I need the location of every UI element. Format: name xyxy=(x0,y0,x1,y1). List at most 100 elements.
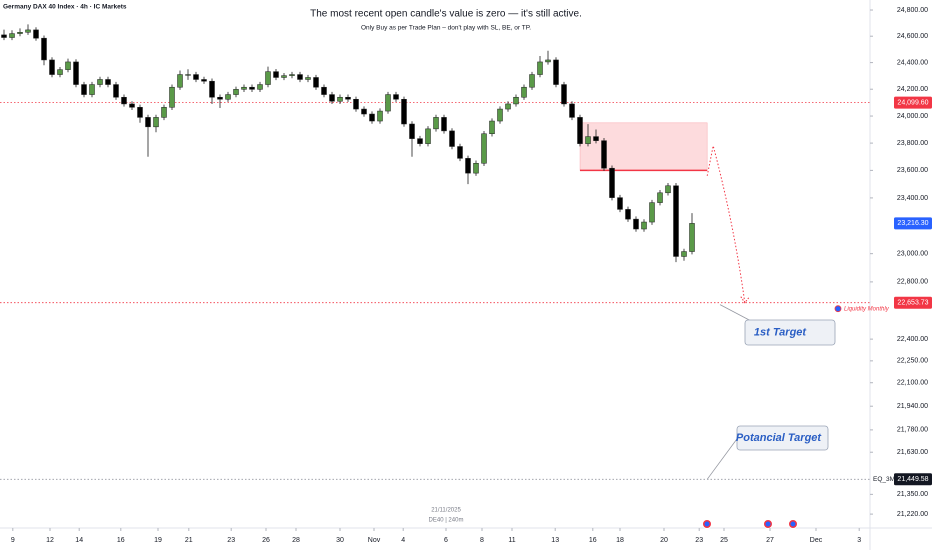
candle-body xyxy=(457,146,463,159)
candle-body xyxy=(633,218,639,230)
supply-zone xyxy=(579,122,708,171)
candle-body xyxy=(481,133,487,164)
x-tick-label: 23 xyxy=(227,537,235,544)
candle-body xyxy=(545,59,551,63)
y-tick-label: 23,800.00 xyxy=(897,140,928,147)
candle-body xyxy=(169,86,175,108)
x-tick-label: 30 xyxy=(336,537,344,544)
candle-body xyxy=(585,136,591,144)
candle-body xyxy=(177,74,183,88)
candle-body xyxy=(329,94,335,102)
candle-body xyxy=(1,34,7,38)
price-label: 24,099.60 xyxy=(897,99,928,106)
candle-body xyxy=(57,69,63,75)
event-icons xyxy=(702,519,798,529)
candle-body xyxy=(521,86,527,98)
x-tick-label: 21 xyxy=(185,537,193,544)
y-tick-label: 23,000.00 xyxy=(897,250,928,257)
x-tick-label: 14 xyxy=(75,537,83,544)
y-tick-label: 24,200.00 xyxy=(897,86,928,93)
candle-body xyxy=(337,96,343,102)
y-tick-label: 21,350.00 xyxy=(897,491,928,498)
x-tick-label: 12 xyxy=(46,537,54,544)
candle-body xyxy=(153,117,159,128)
candle-body xyxy=(681,251,687,257)
price-label: 22,653.73 xyxy=(897,300,928,307)
candle-body xyxy=(601,140,607,169)
x-tick-label: 8 xyxy=(480,537,484,544)
candle-body xyxy=(225,94,231,100)
candle-body xyxy=(353,98,359,110)
candle-body xyxy=(497,108,503,122)
price-label-box xyxy=(894,96,932,109)
price-label: 23,216.30 xyxy=(897,220,928,227)
callout-text: Potancial Target xyxy=(736,432,823,444)
candle-body xyxy=(473,163,479,174)
candle-body xyxy=(49,59,55,75)
y-tick-label: 22,400.00 xyxy=(897,336,928,343)
candle-body xyxy=(553,59,559,85)
y-tick-label: 21,780.00 xyxy=(897,427,928,434)
y-tick-label: 24,000.00 xyxy=(897,113,928,120)
x-tick-label: Nov xyxy=(368,537,381,544)
symbol-label: DE40 | 240m xyxy=(429,518,464,524)
candle-body xyxy=(513,96,519,105)
callout-box xyxy=(744,319,836,346)
candle-body xyxy=(625,209,631,220)
candle-body xyxy=(105,79,111,85)
date-label: 21/11/2025 xyxy=(431,508,461,514)
callout-box xyxy=(736,425,829,451)
candle-body xyxy=(449,130,455,147)
event-icon-core xyxy=(704,521,710,527)
candle-body xyxy=(313,77,319,88)
event-icon-core xyxy=(790,521,796,527)
chart-subtitle: Only Buy as per Trade Plan – don't play … xyxy=(361,25,531,32)
candle-body xyxy=(65,61,71,70)
chart-title: The most recent open candle's value is z… xyxy=(310,9,582,20)
candle-body xyxy=(409,123,415,139)
candle-body xyxy=(81,84,87,95)
candle-body xyxy=(193,74,199,80)
x-tick-label: 27 xyxy=(766,537,774,544)
price-label-box xyxy=(894,217,932,230)
x-tick-label: 9 xyxy=(11,537,15,544)
candle-body xyxy=(529,74,535,88)
x-tick-label: 6 xyxy=(444,537,448,544)
y-tick-label: 21,630.00 xyxy=(897,449,928,456)
candle-body xyxy=(273,71,279,78)
candle-body xyxy=(145,117,151,128)
candle-body xyxy=(137,107,143,118)
candle-body xyxy=(297,74,303,80)
candle-body xyxy=(561,84,567,105)
candle-body xyxy=(89,84,95,95)
liquidity-label: Liquidity Monthly xyxy=(844,306,890,312)
candle-body xyxy=(385,94,391,112)
y-tick-label: 24,400.00 xyxy=(897,59,928,66)
liquidity-icon xyxy=(834,305,842,313)
x-tick-label: 19 xyxy=(154,537,162,544)
x-tick-label: 26 xyxy=(262,537,270,544)
candle-body xyxy=(233,89,239,95)
y-tick-label: 23,400.00 xyxy=(897,195,928,202)
candle-body xyxy=(161,107,167,118)
candle-body xyxy=(289,74,295,76)
candle-body xyxy=(441,117,447,132)
candle-body xyxy=(129,103,135,108)
candle-body xyxy=(425,128,431,144)
candle-body xyxy=(689,223,695,252)
x-tick-label: 28 xyxy=(292,537,300,544)
callout-pointer xyxy=(719,304,754,323)
candle-body xyxy=(417,138,423,144)
candle-body xyxy=(201,79,207,82)
candle-body xyxy=(505,103,511,110)
x-tick-label: Dec xyxy=(810,537,823,544)
candle-body xyxy=(345,96,351,100)
projection-arrow xyxy=(706,145,746,303)
y-tick-label: 22,250.00 xyxy=(897,358,928,365)
candle-body xyxy=(217,96,223,100)
y-tick-label: 24,800.00 xyxy=(897,7,928,14)
candle-body xyxy=(665,185,671,194)
candle-body xyxy=(281,75,287,78)
